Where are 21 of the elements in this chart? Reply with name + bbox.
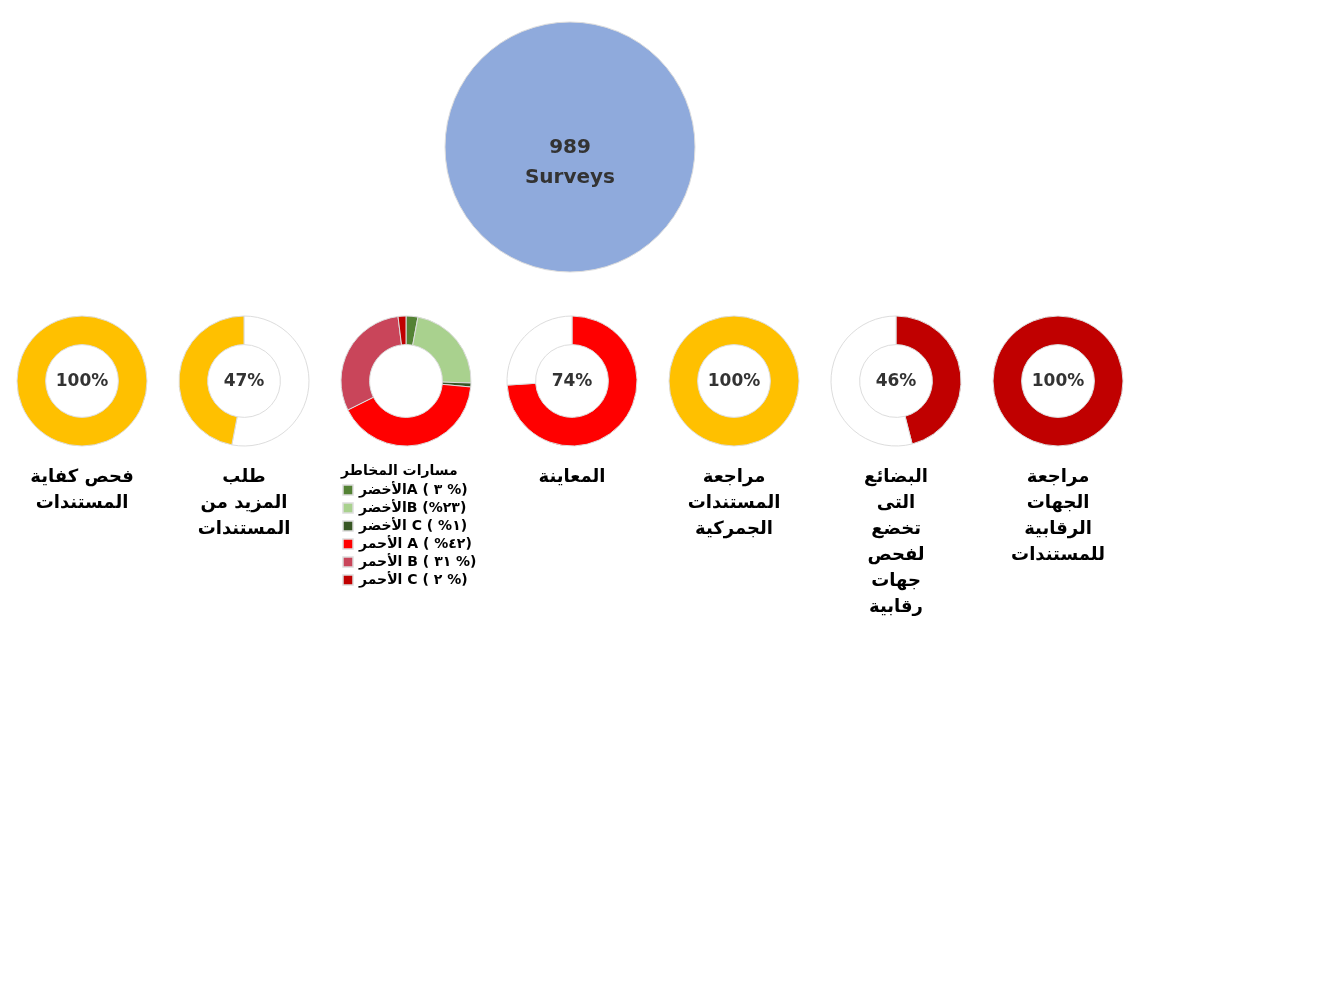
- text: مراجعة المستندات الجمركية: [687, 465, 781, 539]
- legend-label: الأحمر C ( ٢ %): [358, 571, 468, 588]
- data-label: 46%: [875, 370, 917, 390]
- data-label: 100%: [1031, 370, 1085, 390]
- legend-label: الأخضرB (%٢٣): [358, 499, 467, 516]
- text: فحص كفاية المستندات: [30, 465, 134, 512]
- data-label: 47%: [223, 370, 265, 390]
- data-label: 989 Surveys: [524, 134, 616, 188]
- data-label: 100%: [707, 370, 761, 390]
- data-label: 100%: [55, 370, 109, 390]
- legend-label: الأخضرA ( ٣ %): [358, 481, 468, 498]
- legend-title: مسارات المخاطر: [340, 462, 458, 479]
- text: طلب المزيد من المستندات: [197, 465, 291, 538]
- data-label: 74%: [551, 370, 593, 390]
- text: مراجعة الجهات الرقابية للمستندات: [1011, 465, 1105, 564]
- donut-slice: [506, 315, 638, 447]
- text: البضائع التى تخضع لفحص جهات رقابية: [864, 465, 928, 616]
- legend-label: الأحمر B ( ٣١ %): [358, 553, 477, 570]
- text: المعاينة: [538, 465, 606, 486]
- legend-label: الأحمر A ( %٤٢): [358, 535, 472, 552]
- legend-label: الأخضر C ( %١): [358, 517, 468, 534]
